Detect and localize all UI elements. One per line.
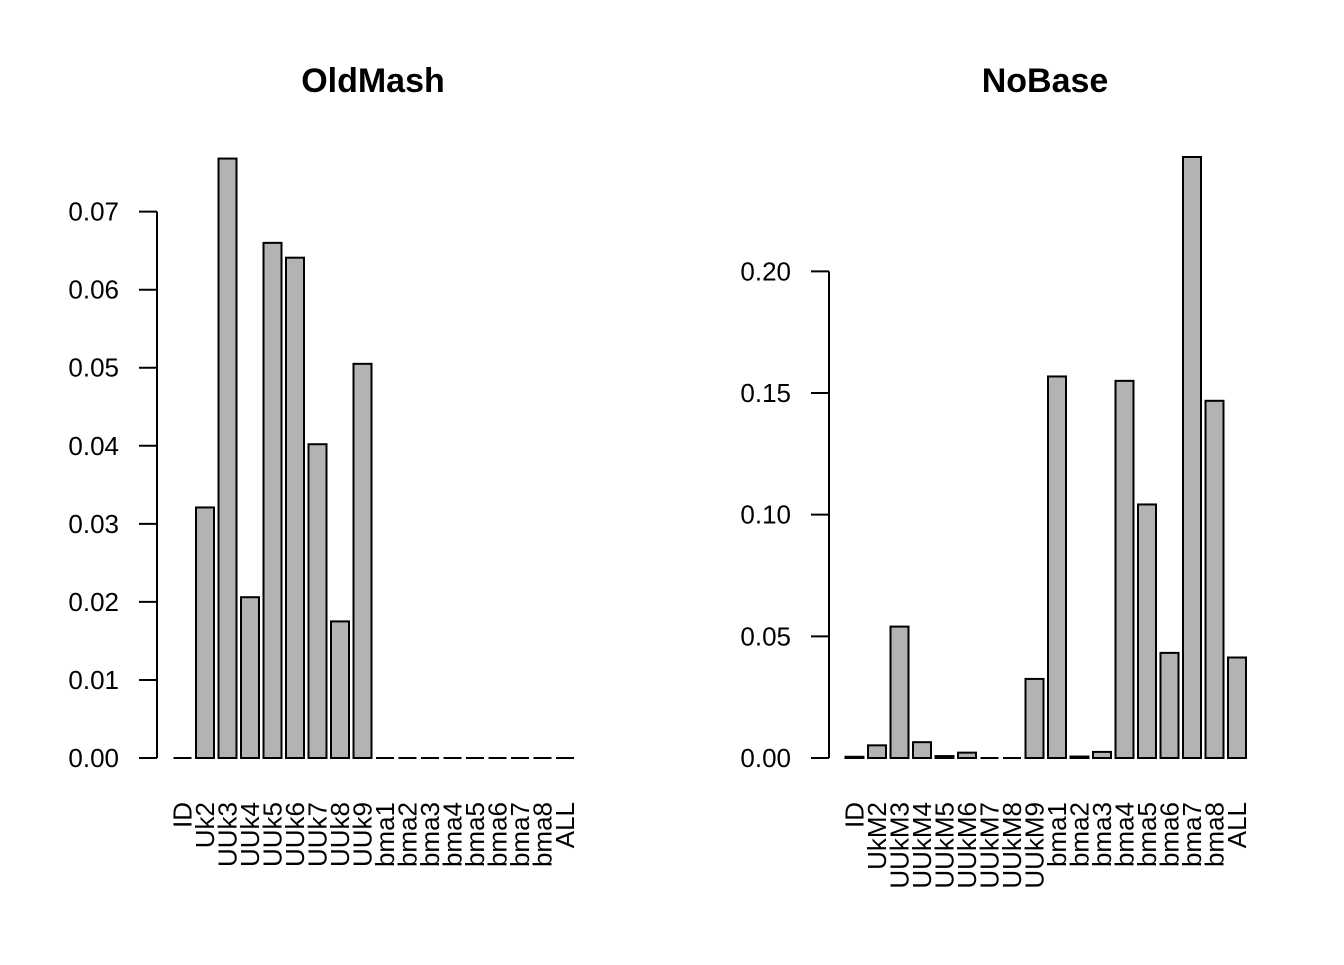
bar bbox=[217, 157, 238, 759]
y-tick-label: 0.15 bbox=[740, 378, 791, 408]
y-tick-label: 0.03 bbox=[68, 509, 119, 539]
bar bbox=[1227, 656, 1247, 760]
category-label: UUk8 bbox=[325, 802, 355, 867]
category-label: UUk9 bbox=[348, 802, 378, 867]
category-label: ID bbox=[168, 802, 198, 828]
y-tick-label: 0.06 bbox=[68, 275, 119, 305]
category-label: ID bbox=[840, 802, 870, 828]
category-label: UUkM4 bbox=[907, 802, 937, 889]
category-label: UUk3 bbox=[213, 802, 243, 867]
category-label: UUkM6 bbox=[952, 802, 982, 889]
y-tick-label: 0.04 bbox=[68, 431, 119, 461]
category-label: UUkM8 bbox=[997, 802, 1027, 889]
bar bbox=[1182, 156, 1202, 759]
category-label: UUkM5 bbox=[930, 802, 960, 889]
category-label: UUk4 bbox=[235, 802, 265, 867]
category-label: UUk5 bbox=[258, 802, 288, 867]
bar bbox=[889, 625, 910, 760]
bar bbox=[352, 362, 373, 759]
bar bbox=[240, 596, 260, 760]
bar bbox=[957, 751, 977, 760]
y-tick-label: 0.05 bbox=[740, 621, 791, 651]
category-label: ALL bbox=[550, 802, 580, 848]
category-label: UUk7 bbox=[303, 802, 333, 867]
category-label: bma5 bbox=[1132, 802, 1162, 867]
bar bbox=[1204, 399, 1225, 759]
bar bbox=[307, 443, 328, 759]
category-label: ALL bbox=[1222, 802, 1252, 848]
bar bbox=[867, 744, 887, 759]
bar bbox=[1069, 755, 1090, 760]
bar bbox=[1137, 503, 1157, 759]
category-label: bma6 bbox=[483, 802, 513, 867]
bar bbox=[1159, 651, 1180, 759]
category-label: bma4 bbox=[1110, 802, 1140, 867]
bar bbox=[1092, 750, 1112, 759]
category-label: bma8 bbox=[528, 802, 558, 867]
y-tick-label: 0.20 bbox=[740, 256, 791, 286]
category-label: bma7 bbox=[1177, 802, 1207, 867]
bar bbox=[262, 241, 283, 760]
y-tick-label: 0.10 bbox=[740, 500, 791, 530]
chart-panel-1: OldMash 0.00 0.01 0.02 0.03 0.04 0.05 0.06 0.07 I… bbox=[68, 62, 580, 867]
bar bbox=[1047, 375, 1067, 759]
bar bbox=[195, 506, 215, 759]
category-label: bma3 bbox=[415, 802, 445, 867]
category-label: Uk2 bbox=[190, 802, 220, 848]
bar bbox=[912, 741, 932, 759]
chart-panel-2: NoBase0.000.050.100.150.20IDUkM2UUkM3UUk… bbox=[740, 62, 1252, 889]
bar bbox=[1114, 379, 1135, 759]
category-label: UUk6 bbox=[280, 802, 310, 867]
y-tick-label: 0.00 bbox=[68, 743, 119, 773]
category-label: bma7 bbox=[505, 802, 535, 867]
category-label: bma1 bbox=[370, 802, 400, 867]
category-label: UUkM9 bbox=[1020, 802, 1050, 889]
chart-title: OldMash bbox=[301, 62, 445, 100]
category-label: bma2 bbox=[393, 802, 423, 867]
y-tick-label: 0.01 bbox=[68, 665, 119, 695]
chart-title: NoBase bbox=[982, 62, 1109, 100]
category-label: bma8 bbox=[1200, 802, 1230, 867]
bar bbox=[934, 755, 955, 760]
category-label: bma3 bbox=[1087, 802, 1117, 867]
bar bbox=[1024, 677, 1045, 760]
category-label: UUkM7 bbox=[975, 802, 1005, 889]
bar bbox=[844, 755, 865, 759]
y-tick-label: 0.00 bbox=[740, 743, 791, 773]
category-label: UUkM3 bbox=[885, 802, 915, 889]
category-label: bma1 bbox=[1042, 802, 1072, 867]
bar bbox=[330, 620, 350, 760]
category-label: bma5 bbox=[460, 802, 490, 867]
bar bbox=[285, 256, 305, 759]
y-tick-label: 0.02 bbox=[68, 587, 119, 617]
category-label: bma6 bbox=[1155, 802, 1185, 867]
y-tick-label: 0.05 bbox=[68, 353, 119, 383]
category-label: UkM2 bbox=[862, 802, 892, 870]
category-label: bma4 bbox=[438, 802, 468, 867]
y-tick-label: 0.07 bbox=[68, 197, 119, 227]
category-label: bma2 bbox=[1065, 802, 1095, 867]
